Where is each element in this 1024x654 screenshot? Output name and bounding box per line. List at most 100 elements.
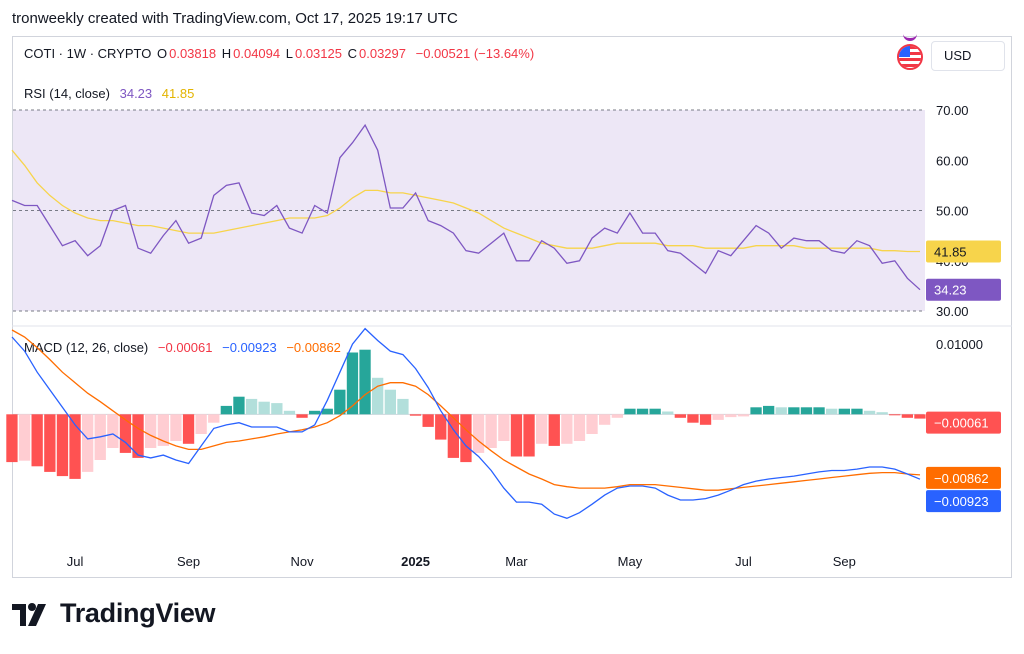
rsi-ma-line	[11, 149, 920, 253]
rsi-last-label-box	[926, 278, 1001, 301]
macd-hist-bar	[763, 405, 775, 415]
macd-hist-bar	[611, 414, 623, 418]
macd-hist-bar	[800, 407, 813, 415]
macd-hist-bar	[548, 414, 560, 446]
macd-hist-bar	[586, 414, 598, 434]
symbol-name: COTI · 1W · CRYPTO	[24, 46, 152, 61]
macd-hist-bar	[712, 414, 724, 420]
open-value: 0.03818	[169, 46, 217, 61]
macd-hist-bar	[876, 412, 888, 415]
time-axis: Jul Sep Nov 2025 Mar May Jul Sep	[67, 554, 856, 569]
macd-hist-bar	[447, 414, 459, 458]
macd-hist-bar	[750, 407, 762, 415]
signal-line	[11, 329, 921, 491]
macd-hist-bar	[69, 414, 81, 479]
tradingview-brand[interactable]: TradingView	[12, 598, 216, 629]
rsi-line	[11, 123, 921, 291]
created-by-header: tronweekly created with TradingView.com,…	[12, 10, 458, 27]
macd-hist-bar	[636, 408, 649, 415]
macd-hist-bar	[838, 408, 850, 415]
macd-hist-bar	[498, 414, 510, 441]
low-value: 0.03125	[294, 46, 342, 61]
rsi-ma-legend-value: 41.85	[161, 86, 195, 101]
tradingview-logo-icon	[12, 600, 52, 628]
change-value: −0.00521 (−13.64%)	[415, 46, 535, 61]
macd-hist-bar	[422, 414, 434, 427]
macd-hist-bar	[485, 414, 497, 448]
macd-hist-bar	[195, 414, 207, 434]
time-axis-label: Sep	[833, 554, 856, 569]
flag-ribbon-icon	[903, 30, 917, 41]
macd-hist-bar	[624, 408, 636, 415]
rsi-tick-label: 60.00	[936, 153, 969, 168]
macd-hist-bar	[119, 414, 132, 453]
macd-hist-bar	[334, 389, 346, 415]
rsi-last-label: 34.23	[934, 283, 967, 298]
rsi-ma-last-label-box	[926, 240, 1001, 263]
macd-hist-bar	[82, 414, 94, 472]
macd-hist-bar	[31, 414, 43, 467]
macd-hist-last-label: −0.00061	[934, 416, 989, 431]
macd-hist-bar	[145, 414, 157, 448]
macd-hist-bar	[309, 410, 321, 415]
macd-hist-bar	[813, 407, 825, 415]
macd-hist-bar	[409, 414, 422, 416]
macd-legend: MACD (12, 26, close) −0.00061 −0.00923 −…	[24, 340, 343, 355]
currency-button[interactable]: USD	[931, 41, 1005, 71]
macd-legend-label: MACD (12, 26, close)	[24, 340, 149, 355]
macd-hist-bar	[245, 398, 258, 415]
rsi-tick-label: 30.00	[936, 304, 969, 319]
macd-hist-bar	[889, 414, 901, 416]
macd-hist-legend-value: −0.00061	[157, 340, 213, 355]
open-label: O	[156, 46, 168, 61]
macd-line	[11, 327, 921, 519]
rsi-legend: RSI (14, close) 34.23 41.85	[24, 86, 196, 101]
close-label: C	[347, 46, 357, 61]
macd-hist-bar	[687, 414, 699, 423]
rsi-legend-label: RSI (14, close)	[24, 86, 110, 101]
macd-hist-bar	[321, 408, 333, 415]
time-axis-label: Jul	[735, 554, 752, 569]
macd-hist-bar	[132, 414, 144, 458]
macd-hist-bar	[346, 352, 359, 415]
macd-hist-bar	[863, 410, 876, 415]
macd-hist-bar	[699, 414, 712, 425]
macd-hist-last-label-box	[926, 411, 1001, 434]
macd-pane: 0.01000 −0.00061 −0.00862 −0.00923	[6, 327, 1001, 519]
macd-hist-bar	[170, 414, 182, 441]
close-value: 0.03297	[359, 46, 406, 61]
macd-hist-bar	[157, 414, 169, 446]
macd-hist-bar	[372, 377, 384, 415]
macd-hist-bar	[901, 414, 913, 418]
macd-hist-bar	[649, 408, 661, 415]
time-axis-label: May	[618, 554, 643, 569]
macd-hist-bar	[725, 414, 737, 418]
macd-hist-bar	[220, 405, 232, 415]
macd-hist-bar	[56, 414, 69, 477]
macd-hist-bar	[397, 398, 409, 415]
us-flag-icon[interactable]	[897, 44, 923, 70]
time-axis-label: Sep	[177, 554, 200, 569]
macd-hist-bar	[6, 414, 18, 463]
macd-hist-bar	[573, 414, 586, 441]
signal-last-label-box	[926, 466, 1001, 489]
macd-hist-bar	[561, 414, 573, 444]
time-axis-label: 2025	[401, 554, 430, 569]
macd-hist-bar	[510, 414, 523, 457]
macd-hist-bar	[914, 414, 926, 419]
chart-frame[interactable]	[12, 36, 1012, 578]
time-axis-label: Jul	[67, 554, 84, 569]
macd-hist-bar	[296, 414, 308, 418]
time-axis-label: Mar	[505, 554, 528, 569]
macd-hist-bar	[258, 401, 270, 415]
macd-last-label: −0.00923	[934, 494, 989, 509]
macd-hist-bar	[599, 414, 611, 425]
rsi-ma-last-label: 41.85	[934, 244, 967, 259]
macd-line-legend-value: −0.00923	[222, 340, 277, 355]
signal-legend-value: −0.00862	[286, 340, 341, 355]
macd-hist-bar	[44, 414, 56, 472]
macd-hist-bar	[788, 407, 800, 415]
macd-hist-bar	[737, 414, 750, 417]
